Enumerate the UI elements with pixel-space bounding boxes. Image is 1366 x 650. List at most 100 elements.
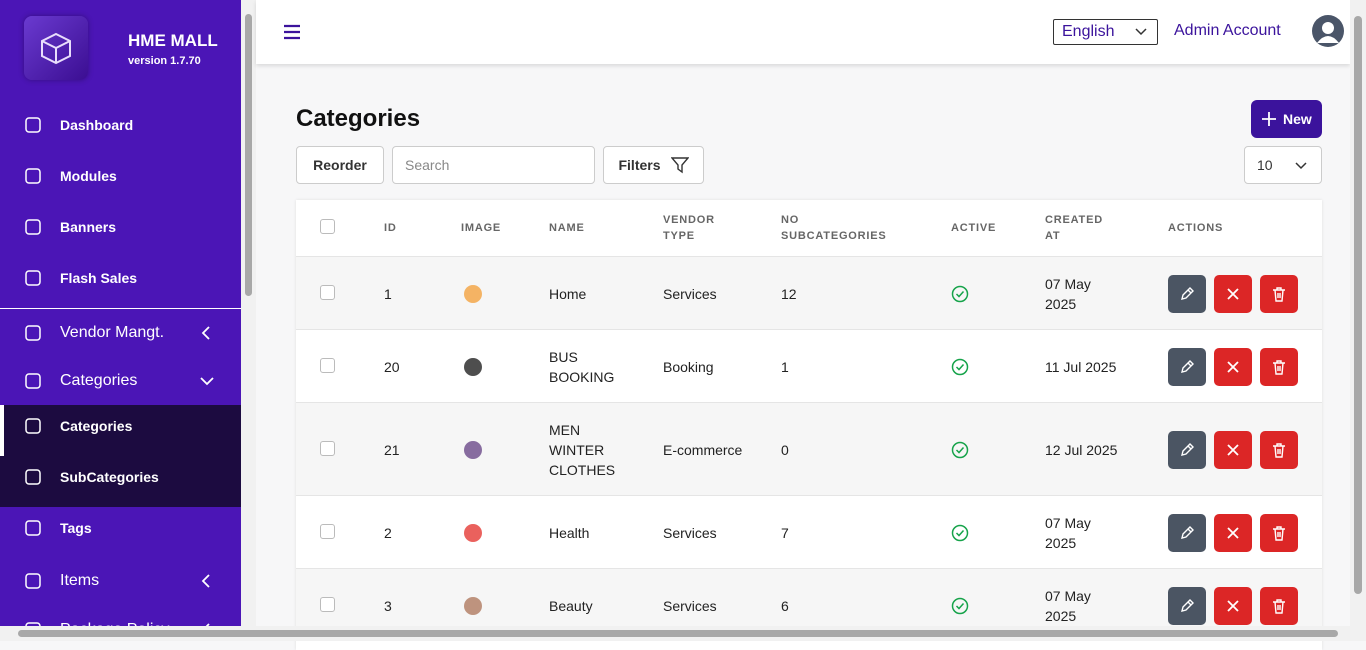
edit-button[interactable] bbox=[1168, 274, 1206, 313]
cell: 3 bbox=[384, 597, 392, 614]
cell: Health bbox=[549, 524, 590, 541]
nav-label: Banners bbox=[60, 219, 117, 235]
nav-label: Vendor Mangt. bbox=[60, 324, 165, 341]
cell: Services bbox=[663, 597, 717, 614]
new-button[interactable]: New bbox=[1251, 100, 1322, 138]
new-label: New bbox=[1283, 111, 1312, 127]
nav-label: Modules bbox=[60, 168, 117, 184]
checkbox[interactable] bbox=[320, 357, 335, 373]
nav-item[interactable]: SubCategories bbox=[0, 452, 241, 502]
main: English Admin Account Categories New Reo… bbox=[256, 0, 1350, 650]
delete-button[interactable] bbox=[1260, 274, 1298, 313]
reorder-button[interactable]: Reorder bbox=[296, 146, 384, 184]
nav-item[interactable]: Vendor Mangt. bbox=[0, 308, 241, 358]
nav-item[interactable]: Dashboard bbox=[0, 100, 241, 150]
account-link[interactable]: Admin Account bbox=[1174, 22, 1281, 39]
cell: 07 May 2025 bbox=[1045, 587, 1091, 624]
deactivate-button[interactable] bbox=[1214, 513, 1252, 552]
column-header: ID bbox=[384, 222, 397, 234]
table-row: 21 MEN WINTER CLOTHES E-commerce 0 12 Jul 20… bbox=[296, 402, 1322, 495]
active-icon bbox=[951, 285, 969, 308]
cell: Home bbox=[549, 285, 587, 302]
logo bbox=[24, 16, 88, 80]
nav-label: Dashboard bbox=[60, 117, 134, 133]
filters-button[interactable]: Filters bbox=[603, 146, 704, 184]
cell: Beauty bbox=[549, 597, 593, 614]
edit-button[interactable] bbox=[1168, 430, 1206, 469]
cell: Booking bbox=[663, 358, 714, 375]
column-header: IMAGE bbox=[461, 222, 502, 234]
cell: MEN WINTER CLOTHES bbox=[549, 421, 616, 478]
nav-item[interactable]: Modules bbox=[0, 151, 241, 201]
cell: 7 bbox=[781, 524, 789, 541]
brand: HME MALL bbox=[128, 31, 218, 50]
table-row: 20 BUS BOOKING Booking 1 11 Jul 2025 bbox=[296, 329, 1322, 402]
page-size: 10 bbox=[1257, 157, 1273, 173]
edit-button[interactable] bbox=[1168, 347, 1206, 386]
nav-item[interactable]: Items bbox=[0, 556, 241, 606]
delete-button[interactable] bbox=[1260, 347, 1298, 386]
cell: 12 bbox=[781, 285, 797, 302]
language-select[interactable]: English bbox=[1053, 19, 1158, 45]
menu-toggle[interactable] bbox=[283, 23, 301, 41]
nav-item[interactable]: Banners bbox=[0, 202, 241, 252]
sidebar: HME MALL version 1.7.70 Dashboard Modules… bbox=[0, 0, 241, 641]
table-row: 2 Health Services 7 07 May 2025 bbox=[296, 495, 1322, 568]
nav-label: Categories bbox=[60, 372, 138, 389]
h-scrollbar[interactable] bbox=[0, 626, 1350, 641]
checkbox[interactable] bbox=[320, 440, 335, 456]
checkbox[interactable] bbox=[320, 523, 335, 539]
cell: 12 Jul 2025 bbox=[1045, 441, 1118, 458]
edit-button[interactable] bbox=[1168, 586, 1206, 625]
deactivate-button[interactable] bbox=[1214, 347, 1252, 386]
cell: 07 May 2025 bbox=[1045, 275, 1091, 312]
search-input[interactable]: Search bbox=[392, 146, 595, 184]
category-image bbox=[461, 594, 485, 618]
nav-item[interactable]: Tags bbox=[0, 503, 241, 553]
version: version 1.7.70 bbox=[128, 55, 201, 67]
cell: 2 bbox=[384, 524, 392, 541]
page-title: Categories bbox=[296, 105, 421, 132]
deactivate-button[interactable] bbox=[1214, 586, 1252, 625]
active-icon bbox=[951, 597, 969, 620]
active-icon bbox=[951, 441, 969, 464]
nav-label: Tags bbox=[60, 520, 92, 536]
checkbox[interactable] bbox=[320, 219, 335, 234]
column-header: NAME bbox=[549, 222, 585, 234]
table: ID IMAGE NAME VENDOR TYPE NO SUBCATEGORIES AC… bbox=[296, 200, 1322, 650]
page-size-select[interactable]: 10 bbox=[1244, 146, 1322, 184]
checkbox[interactable] bbox=[320, 596, 335, 612]
edit-button[interactable] bbox=[1168, 513, 1206, 552]
cell: E-commerce bbox=[663, 441, 743, 458]
deactivate-button[interactable] bbox=[1214, 430, 1252, 469]
language: English bbox=[1062, 23, 1115, 40]
divider bbox=[0, 308, 241, 309]
category-image bbox=[461, 282, 485, 306]
category-image bbox=[461, 438, 485, 462]
table-row: 1 Home Services 12 07 May 2025 bbox=[296, 256, 1322, 329]
nav-item[interactable]: Categories bbox=[0, 401, 241, 451]
cell: 1 bbox=[781, 358, 789, 375]
nav-item[interactable]: Categories bbox=[0, 356, 241, 406]
column-header: CREATED AT bbox=[1045, 214, 1103, 242]
cell: 11 Jul 2025 bbox=[1045, 358, 1117, 375]
cell: 1 bbox=[384, 285, 392, 302]
delete-button[interactable] bbox=[1260, 586, 1298, 625]
deactivate-button[interactable] bbox=[1214, 274, 1252, 313]
column-header: ACTIVE bbox=[951, 222, 997, 234]
delete-button[interactable] bbox=[1260, 513, 1298, 552]
page-scrollbar[interactable] bbox=[1350, 0, 1366, 641]
cell: BUS BOOKING bbox=[549, 348, 615, 385]
nav-label: Categories bbox=[60, 418, 133, 434]
category-image bbox=[461, 521, 485, 545]
avatar[interactable] bbox=[1312, 15, 1344, 47]
cell: 0 bbox=[781, 441, 789, 458]
active-icon bbox=[951, 524, 969, 547]
column-header: NO SUBCATEGORIES bbox=[781, 214, 887, 242]
sidebar-scrollbar[interactable] bbox=[241, 0, 256, 641]
nav-item[interactable]: Flash Sales bbox=[0, 253, 241, 303]
checkbox[interactable] bbox=[320, 284, 335, 300]
nav-label: SubCategories bbox=[60, 469, 159, 485]
column-header: ACTIONS bbox=[1168, 222, 1224, 234]
delete-button[interactable] bbox=[1260, 430, 1298, 469]
